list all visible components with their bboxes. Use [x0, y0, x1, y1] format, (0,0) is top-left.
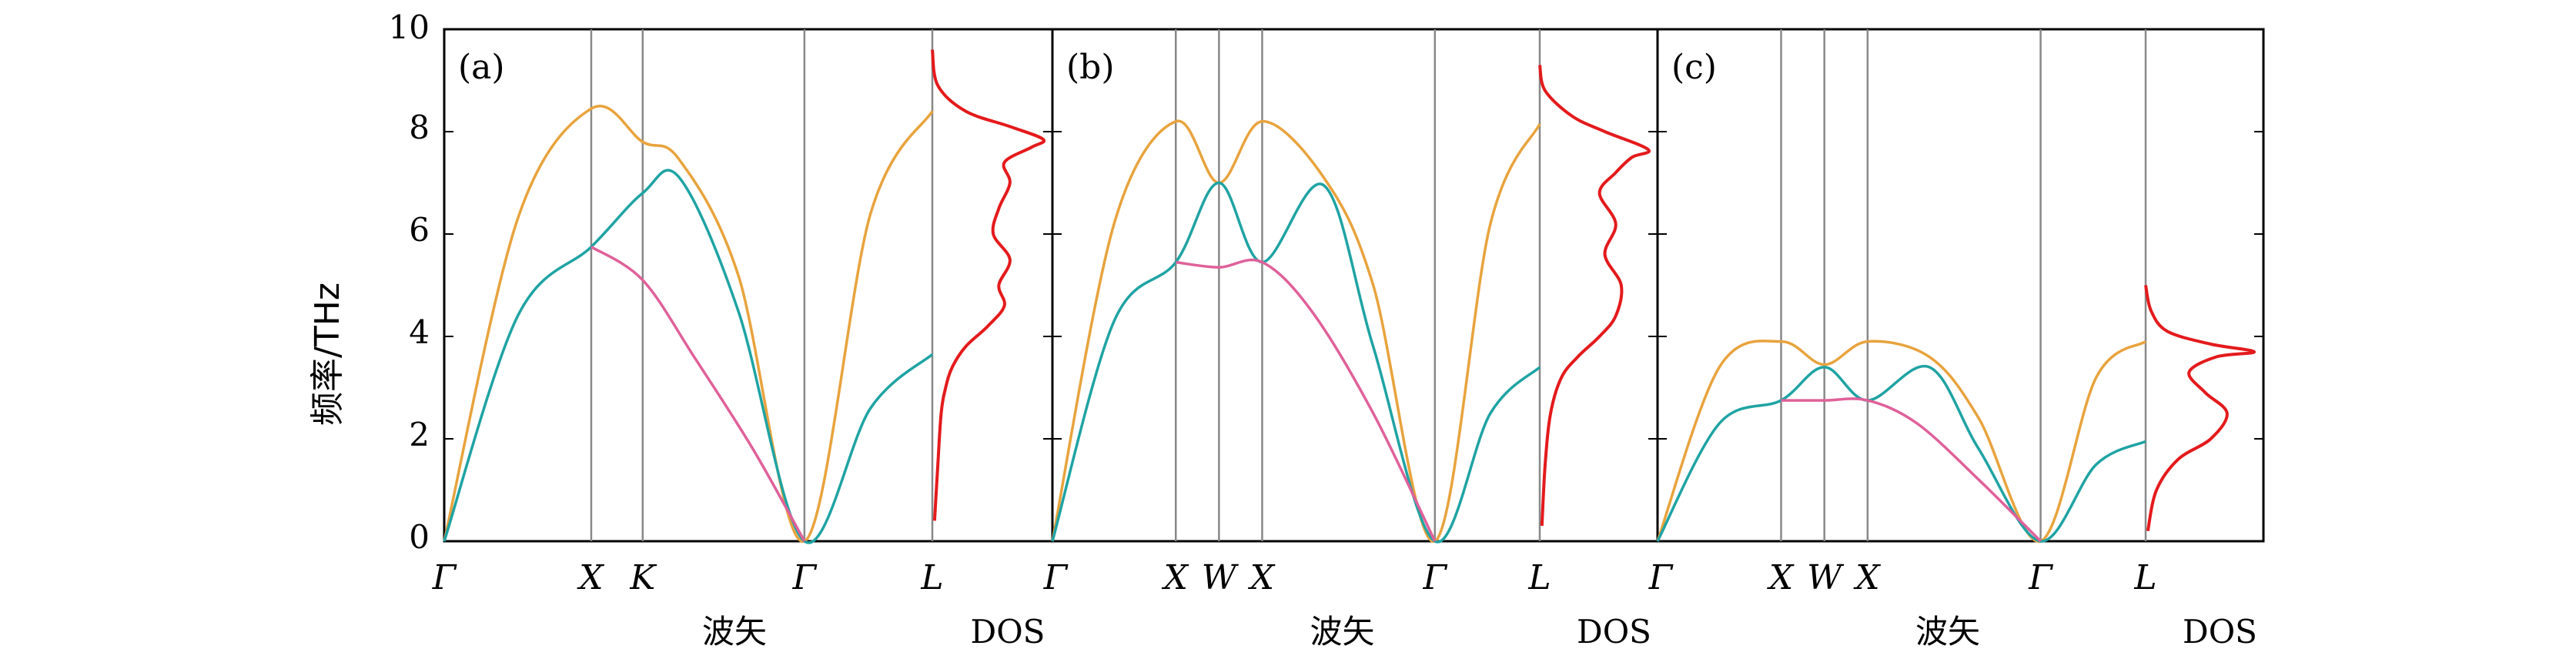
dispersion-curve [1656, 340, 2147, 543]
panel-3: Γ X W X Γ L (c) 波矢 DOS [1648, 28, 2265, 651]
y-tick-label: 10 [389, 8, 430, 46]
kpoint-label: L [920, 558, 943, 597]
kpoint-label: Γ [1648, 558, 1674, 597]
kpoint-label: X [1853, 558, 1881, 597]
y-tick-label: 0 [409, 518, 430, 556]
dos-axis-label: DOS [1577, 613, 1651, 651]
kpoint-label: Γ [1423, 558, 1448, 597]
kpoint-label: L [1527, 558, 1551, 597]
kpoint-label: W [1807, 558, 1845, 597]
kpoint-label: X [1767, 558, 1795, 597]
x-axis-title: 波矢 [1310, 613, 1374, 651]
y-tick-label: 6 [409, 211, 430, 249]
kpoint-label: X [1162, 558, 1189, 597]
panel-frame [1656, 28, 2265, 543]
dos-curve [931, 49, 1046, 521]
kpoint-label: Γ [432, 558, 457, 597]
panel-label: (a) [458, 48, 505, 87]
panel-label: (b) [1066, 48, 1115, 87]
dispersion-curve [590, 246, 806, 542]
y-tick-labels: 0 2 4 6 8 10 [389, 8, 430, 556]
dispersion-curve [1051, 119, 1541, 543]
kpoint-label: X [1248, 558, 1276, 597]
x-axis-title: 波矢 [702, 613, 767, 651]
dispersion-curve [1781, 397, 2042, 543]
y-axis-title: 频率/THz [308, 283, 347, 426]
dos-axis-label: DOS [971, 613, 1045, 651]
panel-frame [443, 28, 1054, 543]
dos-curve [1538, 65, 1651, 527]
y-tick-label: 2 [409, 416, 430, 453]
y-tick-label: 4 [409, 313, 430, 351]
dispersion-curve [1051, 181, 1541, 544]
panel-label: (c) [1671, 48, 1717, 87]
dispersion-curve [443, 169, 934, 544]
kpoint-label: W [1202, 558, 1239, 597]
dispersion-curve [1176, 258, 1437, 542]
kpoint-label: Γ [792, 558, 818, 597]
dos-axis-label: DOS [2183, 613, 2257, 651]
kpoint-label: K [629, 558, 657, 597]
panel-2: Γ X W X Γ L (b) 波矢 DOS [1043, 28, 1659, 651]
kpoint-label: X [577, 558, 604, 597]
kpoint-label: Γ [2028, 558, 2053, 597]
dos-curve [2144, 285, 2257, 532]
panel-1: Γ X K Γ L (a) 波矢 DOS [432, 28, 1054, 651]
kpoint-label: Γ [1043, 558, 1069, 597]
dispersion-curve [443, 105, 934, 543]
x-axis-title: 波矢 [1915, 613, 1980, 651]
kpoint-label: L [2133, 558, 2156, 597]
dispersion-curve [1656, 364, 2146, 543]
y-tick-label: 8 [409, 109, 430, 146]
